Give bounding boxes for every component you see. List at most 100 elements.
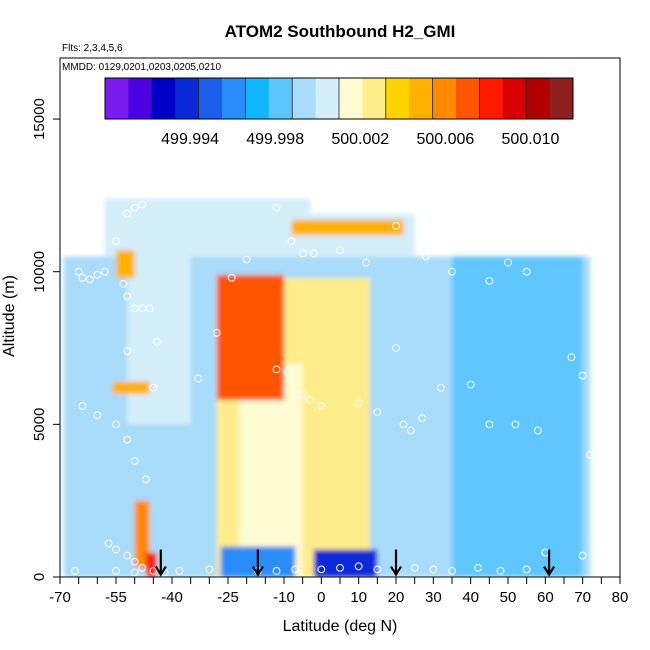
y-axis-label: Altitude (m) bbox=[1, 275, 18, 357]
observation-point bbox=[93, 411, 102, 420]
y-tick-label: 10000 bbox=[31, 251, 48, 293]
observation-point bbox=[71, 566, 79, 575]
observation-point bbox=[392, 222, 400, 230]
observation-point bbox=[399, 420, 408, 429]
observation-point bbox=[466, 243, 475, 252]
observation-point bbox=[212, 328, 221, 337]
observation-point bbox=[436, 383, 445, 392]
observation-point bbox=[373, 408, 382, 417]
x-tick-label: -70 bbox=[49, 589, 71, 606]
colorbar-frame bbox=[104, 77, 574, 120]
observation-point bbox=[272, 566, 281, 575]
observation-point bbox=[272, 365, 281, 374]
colorbar bbox=[104, 77, 574, 120]
observation-point bbox=[138, 200, 147, 209]
observation-point bbox=[418, 414, 427, 423]
observation-point bbox=[298, 249, 307, 258]
chart-title: ATOM2 Southbound H2_GMI bbox=[225, 22, 456, 41]
observation-point bbox=[119, 280, 128, 288]
observation-point bbox=[504, 258, 512, 267]
x-tick-label: 70 bbox=[574, 589, 591, 606]
observation-point bbox=[175, 566, 184, 575]
observation-point bbox=[153, 338, 161, 346]
colorbar-swatch bbox=[128, 78, 153, 119]
colorbar-swatch bbox=[409, 78, 434, 119]
observation-point bbox=[496, 566, 505, 575]
observation-point bbox=[130, 203, 139, 212]
observation-point bbox=[138, 304, 147, 313]
observation-point bbox=[522, 267, 531, 276]
x-tick-label: -10 bbox=[273, 589, 295, 606]
colorbar-swatch bbox=[339, 78, 363, 119]
observation-point bbox=[112, 566, 120, 575]
observation-point bbox=[130, 568, 139, 577]
observation-point bbox=[306, 396, 315, 404]
x-tick-label: 10 bbox=[350, 589, 367, 606]
observation-point bbox=[123, 347, 132, 355]
colorbar-tick-label: 499.998 bbox=[246, 131, 304, 148]
colorbar-swatch bbox=[222, 78, 246, 119]
observation-point bbox=[149, 383, 158, 392]
x-tick-label: -40 bbox=[161, 589, 183, 606]
observation-point bbox=[586, 450, 595, 459]
colorbar-swatch bbox=[105, 78, 129, 119]
observation-point bbox=[85, 275, 94, 284]
observation-point bbox=[410, 563, 419, 572]
x-tick-label: 20 bbox=[388, 589, 405, 606]
observation-point bbox=[567, 353, 576, 362]
observation-point bbox=[556, 231, 565, 239]
y-tick-label: 0 bbox=[31, 573, 48, 581]
flight-marker-arrow bbox=[543, 549, 555, 577]
observation-point bbox=[429, 565, 438, 574]
heatmap-region-9 bbox=[291, 219, 404, 236]
heatmap-region-4 bbox=[452, 256, 583, 577]
observation-point bbox=[123, 292, 132, 301]
heatmap-region-15 bbox=[112, 381, 150, 394]
heatmap-region-1 bbox=[104, 198, 311, 257]
x-tick-label: 60 bbox=[537, 589, 554, 606]
observation-point bbox=[392, 344, 400, 352]
flight-marker-arrow bbox=[390, 549, 402, 577]
observation-point bbox=[448, 566, 456, 575]
colorbar-swatch bbox=[151, 78, 176, 119]
observation-point bbox=[242, 255, 251, 264]
flights-label: Flts: 2,3,4,5,6 bbox=[62, 43, 123, 54]
observation-point bbox=[336, 246, 344, 255]
observation-point bbox=[317, 402, 326, 410]
observation-point bbox=[291, 565, 300, 574]
colorbar-swatch bbox=[549, 78, 574, 119]
colorbar-swatch bbox=[362, 78, 387, 119]
observation-point bbox=[354, 562, 363, 571]
observation-point bbox=[287, 237, 296, 246]
colorbar-tick-label: 500.010 bbox=[502, 131, 560, 148]
observation-point bbox=[373, 565, 382, 574]
colorbar-swatch bbox=[292, 78, 317, 119]
observation-point bbox=[138, 563, 147, 572]
observation-point bbox=[309, 249, 318, 258]
observation-point bbox=[421, 252, 430, 261]
observation-point bbox=[112, 237, 120, 246]
observation-point bbox=[485, 420, 494, 429]
heatmap-region-14 bbox=[145, 552, 158, 577]
observation-point bbox=[533, 426, 542, 435]
heatmap-region-13 bbox=[134, 500, 150, 568]
flight-marker-arrow bbox=[251, 549, 264, 577]
observation-point bbox=[130, 457, 139, 465]
colorbar-swatch bbox=[315, 78, 340, 119]
heatmap-layer bbox=[63, 198, 591, 577]
colorbar-swatch bbox=[268, 78, 293, 119]
observation-point bbox=[362, 258, 371, 267]
observation-point bbox=[511, 420, 520, 429]
observation-point bbox=[578, 551, 587, 560]
observation-point bbox=[298, 389, 307, 398]
observation-point bbox=[522, 565, 531, 574]
colorbar-swatch bbox=[526, 78, 551, 119]
colorbar-labels: 499.994 499.998 500.002 500.006 500.010 bbox=[161, 131, 559, 148]
heatmap-region-12 bbox=[313, 549, 378, 577]
colorbar-swatch bbox=[479, 78, 504, 119]
x-axis-label: Latitude (deg N) bbox=[283, 618, 398, 635]
observation-point bbox=[474, 563, 483, 572]
observation-point bbox=[354, 399, 363, 407]
colorbar-swatch bbox=[245, 78, 270, 119]
x-tick-label: 40 bbox=[462, 589, 479, 606]
